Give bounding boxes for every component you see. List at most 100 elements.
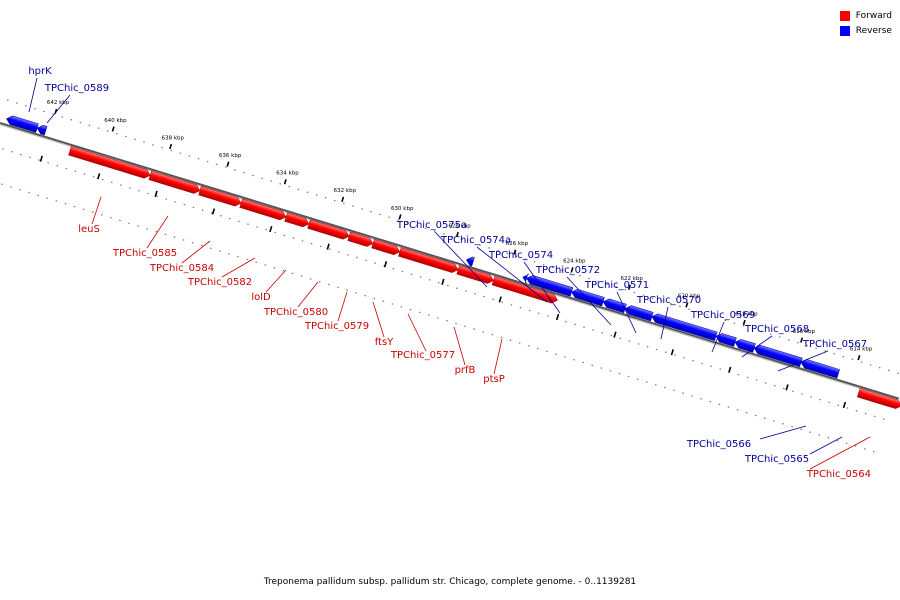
- gene-label-TPChic_0564[interactable]: TPChic_0564: [806, 469, 871, 480]
- gene-TPChic_0574[interactable]: [525, 274, 574, 297]
- kbp-tick-label: 616 kbp: [793, 329, 816, 335]
- kbp-tick-mark: [627, 284, 631, 290]
- kbp-tick-label: 640 kbp: [104, 118, 127, 124]
- lower-tick-mark: [383, 261, 388, 268]
- legend-forward: Forward: [839, 8, 892, 23]
- kbp-tick-mark: [111, 126, 115, 132]
- leader-line: [337, 291, 348, 322]
- gene-label-TPChic_0568[interactable]: TPChic_0568: [744, 324, 809, 335]
- lower-tick-mark: [154, 190, 158, 197]
- gene-TPChic_0564[interactable]: [857, 388, 900, 410]
- leader-line: [566, 276, 612, 326]
- gene-TPChic_0574a[interactable]: [521, 273, 530, 284]
- gene-TPChic_0568[interactable]: [715, 332, 737, 347]
- kbp-tick-mark: [800, 337, 804, 343]
- leader-line: [221, 257, 256, 278]
- gene-label-hprK[interactable]: hprK: [28, 66, 52, 77]
- kbp-tick-mark: [341, 196, 345, 202]
- gene-TPChic_0565[interactable]: [800, 358, 840, 379]
- kbp-tick-label: 622 kbp: [620, 276, 643, 282]
- kbp-tick-label: 642 kbp: [47, 100, 70, 106]
- kbp-tick-label: 618 kbp: [735, 311, 758, 317]
- legend-reverse-label: Reverse: [855, 25, 892, 36]
- leader-line: [28, 77, 38, 113]
- gene-label-TPChic_0569[interactable]: TPChic_0569: [690, 310, 755, 321]
- gene-TPChic_0585[interactable]: [148, 170, 201, 195]
- leader-line: [660, 306, 669, 340]
- gene-label-TPChic_0585[interactable]: TPChic_0585: [112, 248, 177, 259]
- gene-TPChic_0584[interactable]: [198, 185, 243, 207]
- kbp-tick-label: 626 kbp: [506, 241, 529, 247]
- leader-line: [146, 215, 169, 249]
- kbp-tick-label: 624 kbp: [563, 259, 586, 265]
- leader-line: [46, 94, 71, 124]
- leader-line: [476, 246, 548, 303]
- gene-leuS[interactable]: [68, 146, 152, 179]
- gene-label-TPChic_0567[interactable]: TPChic_0567: [802, 339, 867, 350]
- leader-line: [711, 321, 725, 353]
- gene-ftsY[interactable]: [371, 239, 401, 256]
- gene-label-TPChic_0589[interactable]: TPChic_0589: [44, 83, 109, 94]
- gene-TPChic_0579[interactable]: [347, 231, 375, 248]
- gene-label-ftsY[interactable]: ftsY: [375, 337, 394, 348]
- lower-tick-mark: [555, 313, 560, 321]
- kbp-tick-mark: [169, 143, 173, 150]
- gene-label-TPChic_0571[interactable]: TPChic_0571: [584, 280, 649, 291]
- gene-label-TPChic_0572[interactable]: TPChic_0572: [535, 265, 600, 276]
- gene-TPChic_0577[interactable]: [398, 247, 459, 274]
- lower-tick-mark: [39, 155, 43, 162]
- leader-line: [809, 436, 843, 455]
- gene-TPChic_0571[interactable]: [602, 297, 627, 314]
- gene-label-TPChic_0580[interactable]: TPChic_0580: [263, 307, 328, 318]
- kbp-tick-label: 634 kbp: [276, 171, 299, 177]
- gene-TPChic_0589[interactable]: [36, 124, 48, 136]
- gene-label-lolD[interactable]: lolD: [251, 292, 271, 303]
- kbp-tick-label: 636 kbp: [219, 153, 242, 159]
- gene-ptsP[interactable]: [491, 276, 559, 304]
- leader-line: [493, 338, 503, 375]
- kbp-tick-label: 628 kbp: [448, 223, 471, 229]
- lower-tick-mark: [613, 331, 617, 338]
- gene-label-TPChic_0579[interactable]: TPChic_0579: [304, 321, 369, 332]
- gene-label-TPChic_0577[interactable]: TPChic_0577: [390, 350, 455, 361]
- reverse-swatch: [839, 25, 850, 36]
- lower-tick-mark: [498, 296, 502, 303]
- kbp-tick-mark: [226, 161, 230, 167]
- gene-hprK[interactable]: [5, 114, 39, 133]
- gene-label-TPChic_0566[interactable]: TPChic_0566: [686, 439, 751, 450]
- gene-label-leuS[interactable]: leuS: [78, 224, 100, 235]
- lower-tick-mark: [842, 401, 847, 409]
- gene-TPChic_0580[interactable]: [307, 219, 351, 241]
- gene-label-TPChic_0582[interactable]: TPChic_0582: [187, 277, 252, 288]
- lower-tick-mark: [785, 384, 789, 391]
- kbp-tick-label: 630 kbp: [391, 206, 414, 212]
- gene-lolD[interactable]: [284, 212, 311, 229]
- gene-label-TPChic_0575a[interactable]: TPChic_0575a: [396, 220, 467, 231]
- gene-label-TPChic_0570[interactable]: TPChic_0570: [636, 295, 701, 306]
- lower-tick-mark: [97, 173, 101, 180]
- leader-line: [434, 231, 488, 288]
- gene-TPChic_0575a[interactable]: [465, 255, 475, 267]
- leader-line: [372, 301, 385, 338]
- kbp-tick-mark: [513, 249, 517, 255]
- gene-label-TPChic_0584[interactable]: TPChic_0584: [149, 263, 214, 274]
- gene-TPChic_0572[interactable]: [570, 288, 605, 307]
- figure-caption: Treponema pallidum subsp. pallidum str. …: [263, 577, 637, 587]
- gene-TPChic_0567[interactable]: [734, 338, 756, 353]
- lower-tick-mark: [670, 349, 674, 356]
- gene-label-TPChic_0574[interactable]: TPChic_0574: [488, 250, 553, 261]
- leader-line: [265, 269, 287, 293]
- leader-line: [777, 350, 829, 372]
- gene-label-TPChic_0565[interactable]: TPChic_0565: [744, 454, 809, 465]
- lower-tick-mark: [269, 225, 273, 233]
- gene-label-ptsP[interactable]: ptsP: [483, 374, 505, 385]
- gene-TPChic_0582[interactable]: [239, 198, 288, 221]
- gene-label-TPChic_0574a[interactable]: TPChic_0574a: [440, 235, 511, 246]
- kbp-tick-label: 614 kbp: [850, 346, 873, 352]
- leader-line: [297, 281, 319, 308]
- gene-label-prfB[interactable]: prfB: [455, 365, 476, 376]
- gene-TPChic_0570[interactable]: [624, 304, 654, 322]
- legend: Forward Reverse: [839, 8, 892, 38]
- gene-TPChic_0569[interactable]: [651, 312, 718, 341]
